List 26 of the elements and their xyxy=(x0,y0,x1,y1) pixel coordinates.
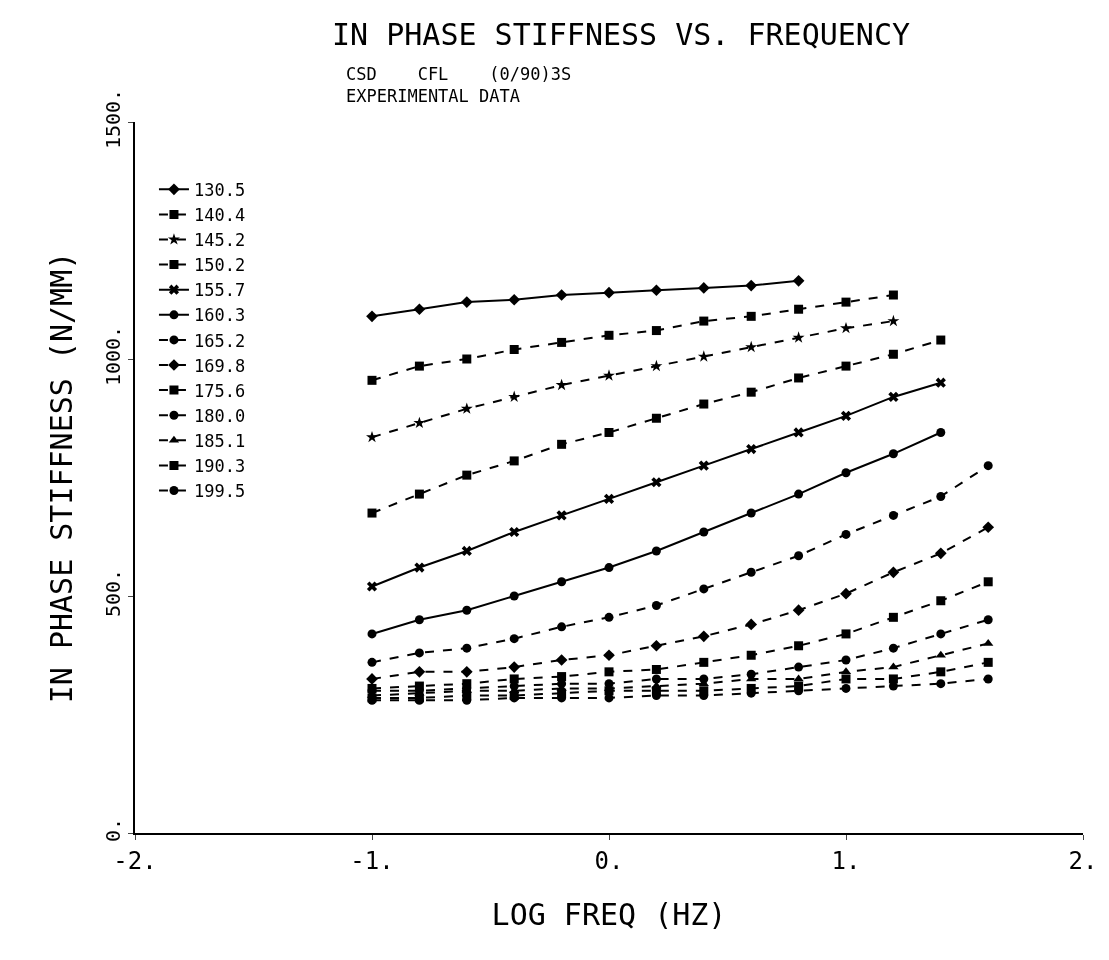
x-tick-label: 1. xyxy=(831,846,861,875)
x-tick-label: 2. xyxy=(1068,846,1098,875)
y-tick-label: 1000. xyxy=(101,325,125,387)
legend-label: 150.2 xyxy=(193,255,246,276)
x-tick-label: -2. xyxy=(113,846,157,875)
legend-label: 185.1 xyxy=(193,430,246,451)
legend-label: 180.0 xyxy=(193,405,246,426)
y-tick-label: 500. xyxy=(101,568,125,618)
legend-label: 160.3 xyxy=(193,305,246,326)
legend-label: 199.5 xyxy=(193,481,246,502)
legend-label: 165.2 xyxy=(193,330,246,351)
y-axis-title: IN PHASE STIFFNESS (N/MM) xyxy=(43,251,79,704)
y-tick-label: 1500. xyxy=(101,88,125,150)
legend-label: 140.4 xyxy=(193,205,246,226)
chart-subtitle: CSD CFL (0/90)3S EXPERIMENTAL DATA xyxy=(346,64,572,107)
x-axis-title: LOG FREQ (HZ) xyxy=(491,896,727,932)
legend-label: 130.5 xyxy=(193,179,246,200)
y-tick-label: 0. xyxy=(101,817,125,843)
chart-title: IN PHASE STIFFNESS VS. FREQUENCY xyxy=(332,17,911,52)
legend-label: 175.6 xyxy=(193,380,246,401)
x-tick-label: -1. xyxy=(350,846,394,875)
x-tick-label: 0. xyxy=(594,846,624,875)
legend-label: 169.8 xyxy=(193,355,246,376)
legend-label: 155.7 xyxy=(193,280,246,301)
legend-label: 190.3 xyxy=(193,456,246,477)
legend-label: 145.2 xyxy=(193,230,246,251)
